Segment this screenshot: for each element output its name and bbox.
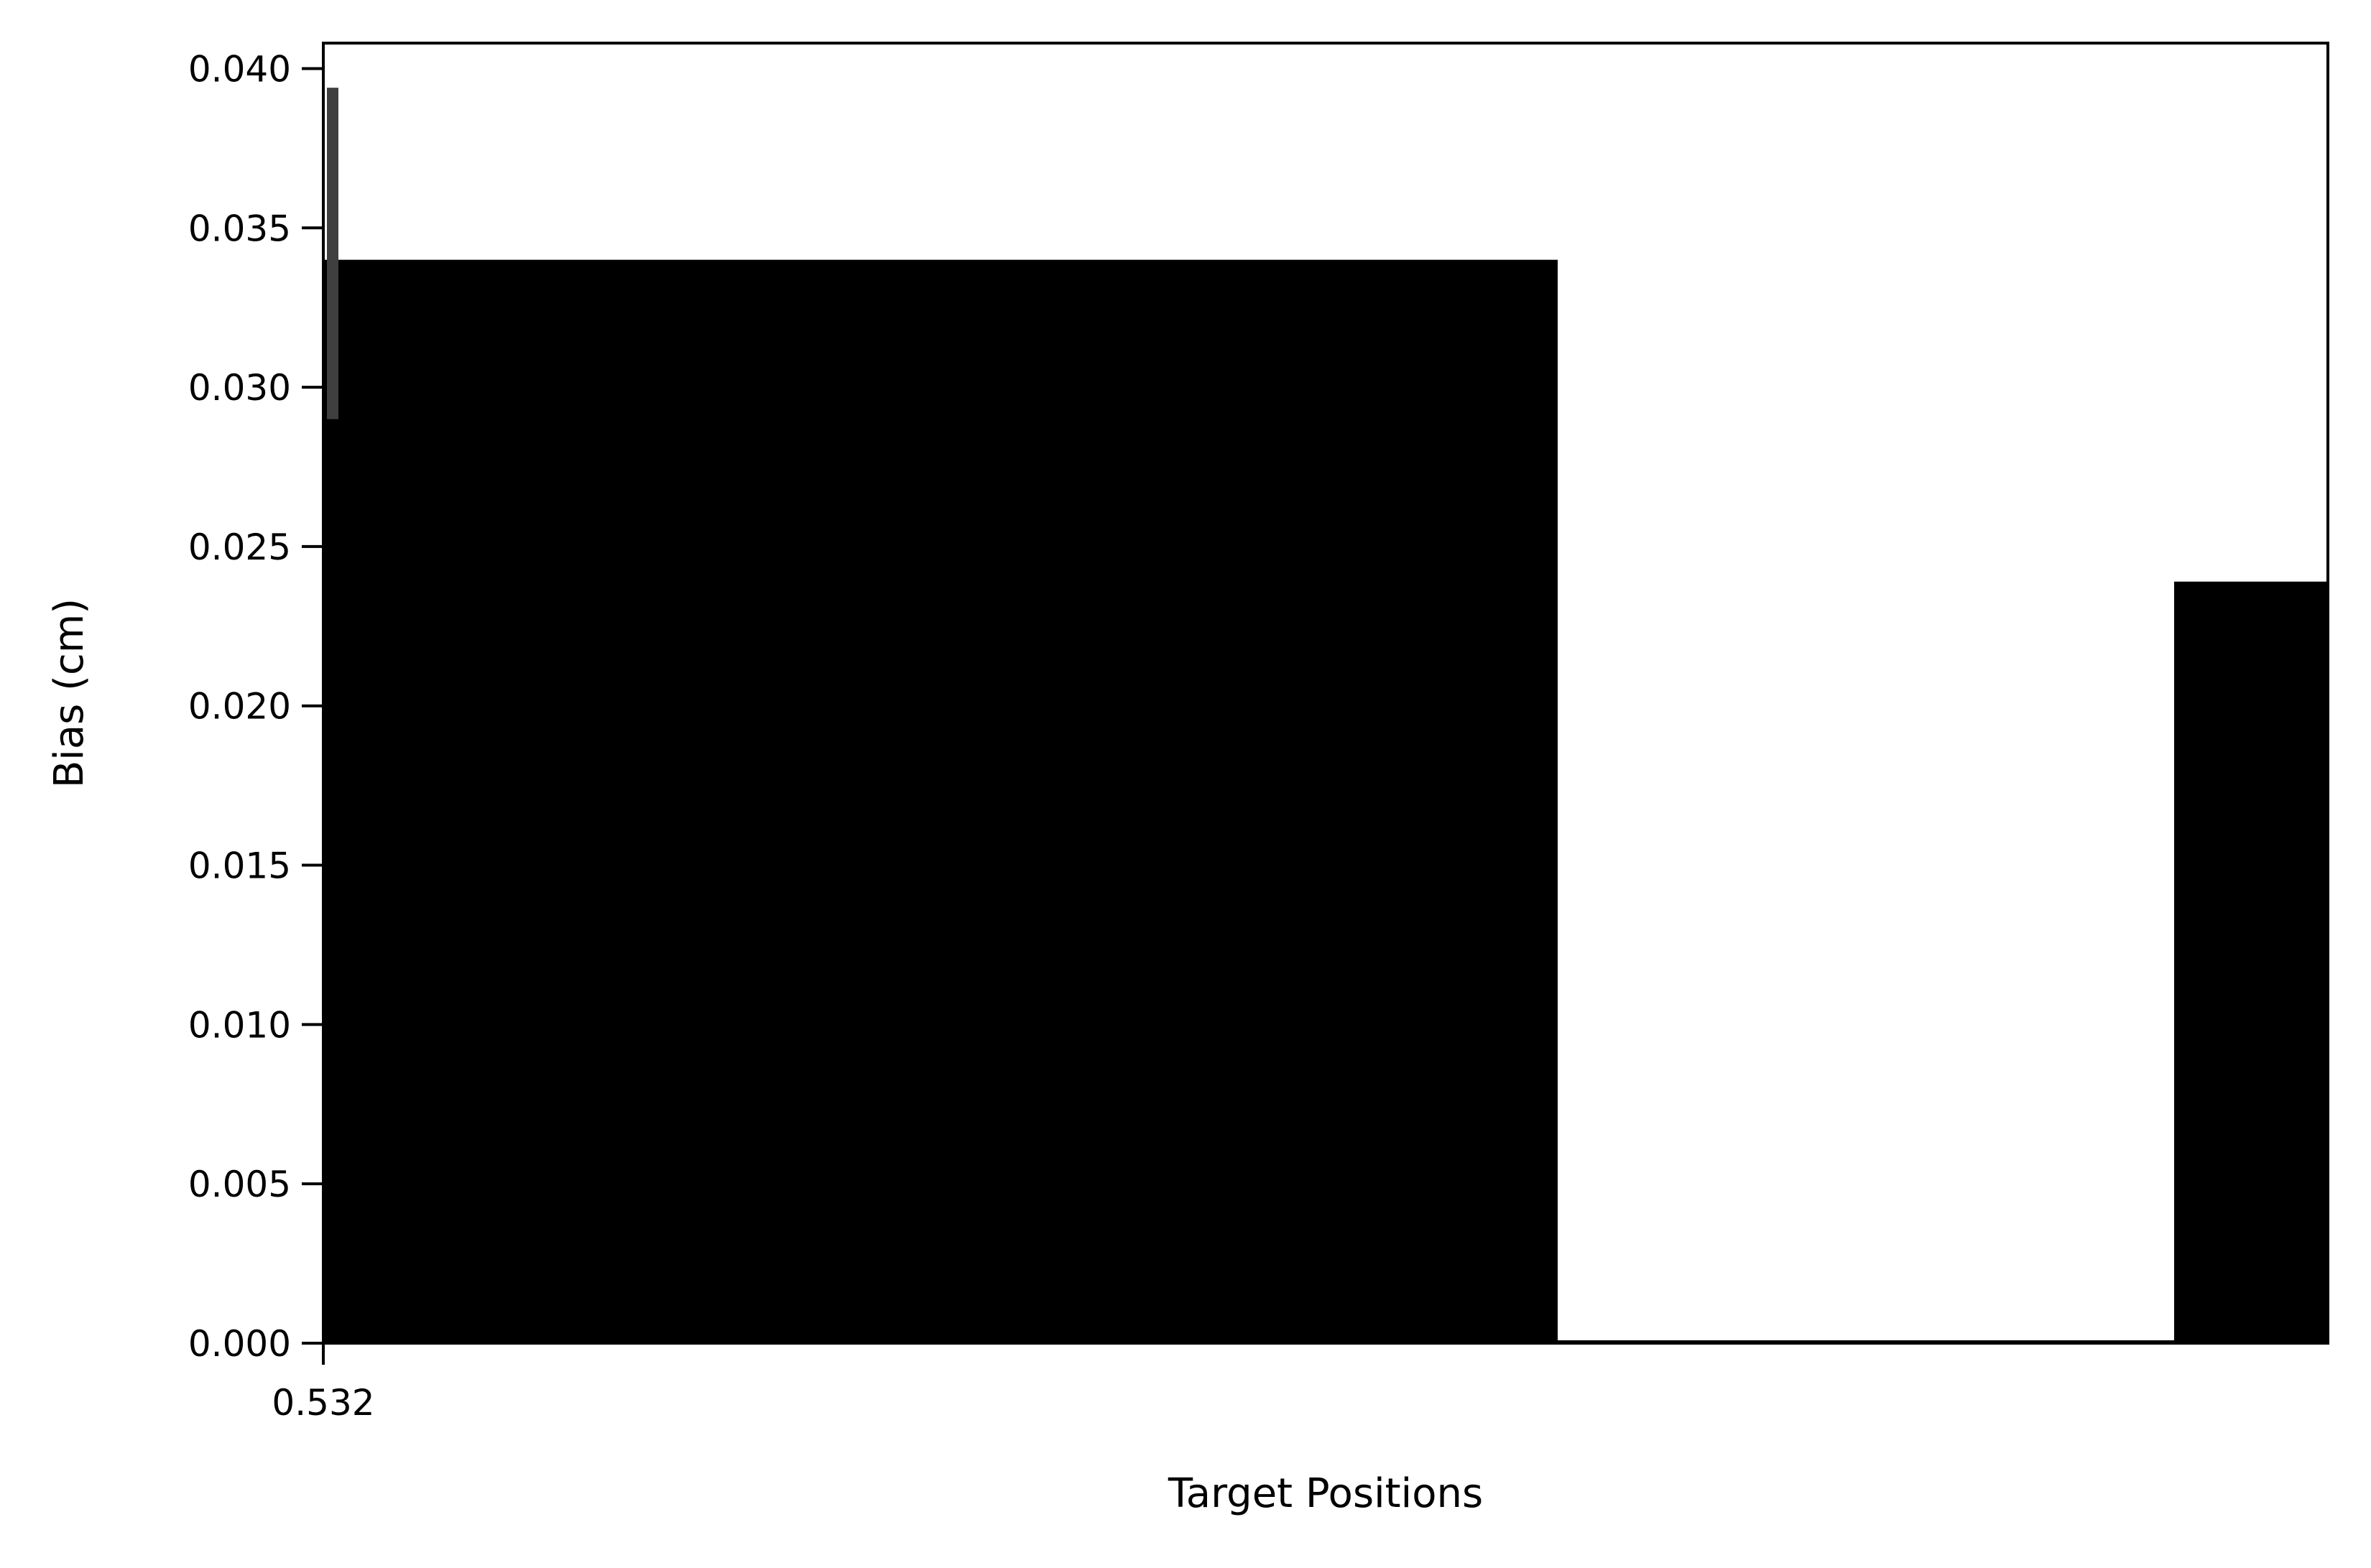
bar-1 (323, 259, 1558, 1344)
y-tick-label: 0.020 (188, 686, 291, 728)
y-axis-title: Bias (cm) (46, 598, 93, 788)
y-tick-label: 0.005 (188, 1164, 291, 1205)
y-tick-label: 0.025 (188, 526, 291, 568)
bar-2 (2174, 581, 2328, 1343)
plot-frame (322, 42, 2329, 1345)
y-tick-label: 0.000 (188, 1323, 291, 1365)
x-axis-title: Target Positions (1168, 1470, 1483, 1517)
x-tick-label: 0.532 (272, 1382, 374, 1424)
y-tick-label: 0.030 (188, 367, 291, 409)
x-axis-ticks: 0.532 (272, 1343, 375, 1424)
y-tick-label: 0.040 (188, 48, 291, 90)
bars-layer (323, 259, 2328, 1344)
y-tick-label: 0.010 (188, 1004, 291, 1046)
y-axis-ticks: 0.000 0.005 0.010 0.015 0.020 0.025 0.030 0.035… (188, 48, 323, 1365)
y-tick-label: 0.015 (188, 845, 291, 887)
y-tick-label: 0.035 (188, 208, 291, 249)
